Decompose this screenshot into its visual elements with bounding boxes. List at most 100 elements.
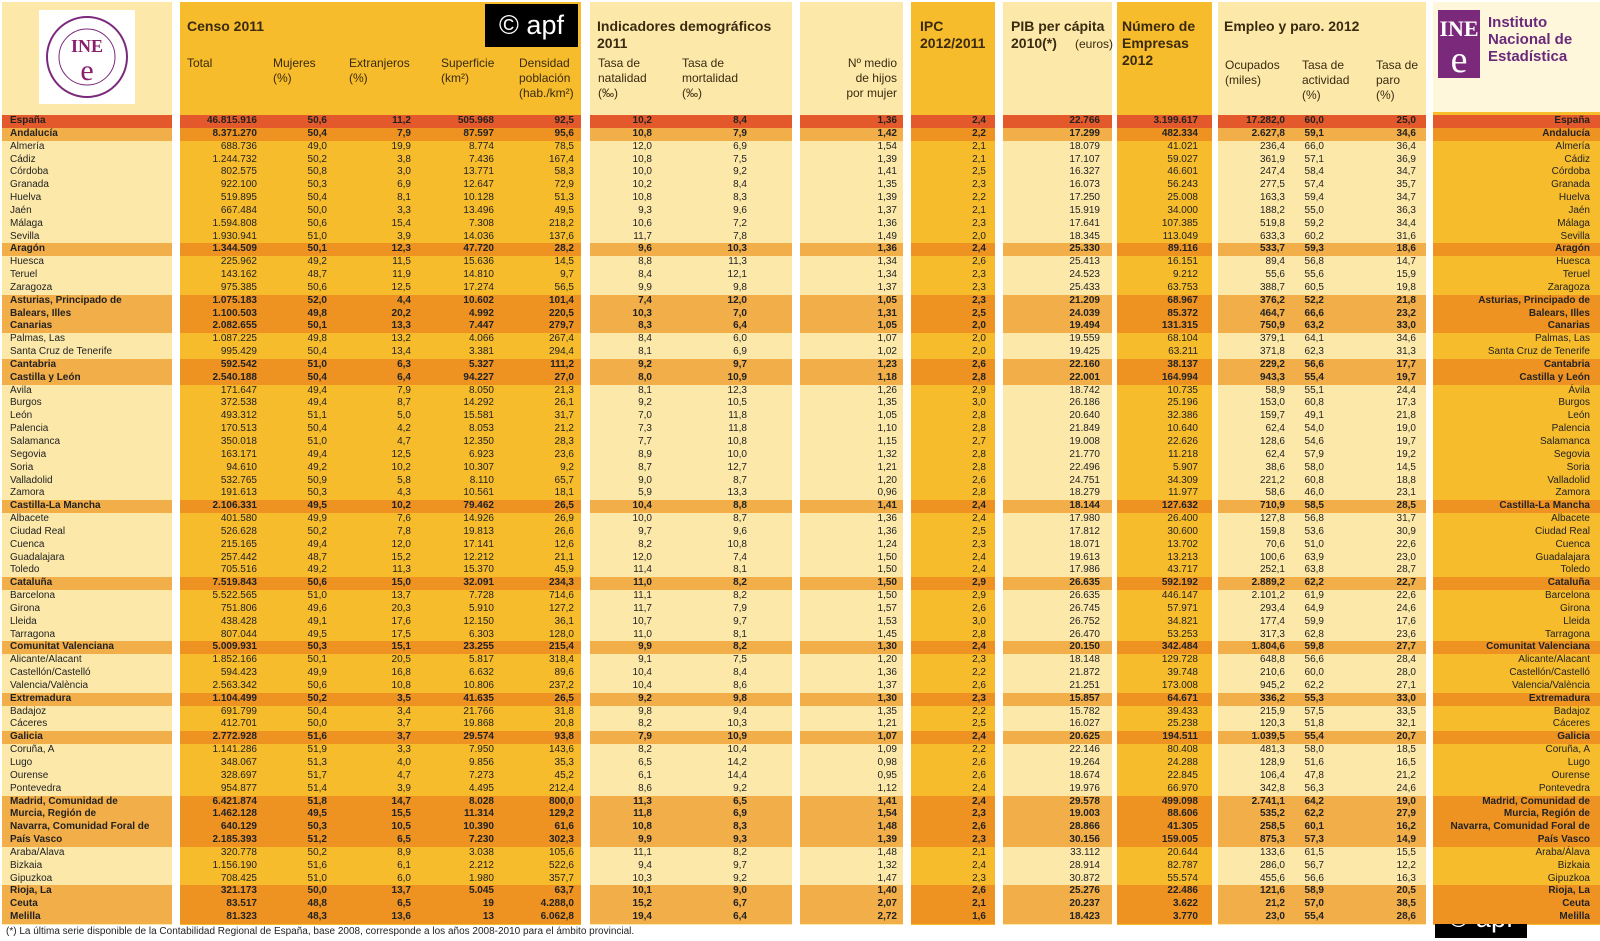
cell-value: 1,21 (877, 461, 897, 473)
row-name-right: Castellón/Castelló (1509, 667, 1590, 679)
cell-value: 7,4 (733, 551, 747, 563)
cell-value: 55,4 (1304, 911, 1324, 923)
cell-value: 63,7 (554, 885, 574, 897)
cell-value: 11.314 (463, 808, 494, 820)
cell-value: 13,7 (391, 885, 411, 897)
row-highlight (1433, 294, 1600, 308)
cell-value: 328.697 (220, 769, 257, 781)
row-highlight (800, 358, 903, 372)
row-name-right: Extremadura (1528, 692, 1590, 704)
cell-value: 51,0 (307, 872, 327, 884)
cell-value: 9.212 (1172, 269, 1198, 281)
column-header: Superficie (km²) (441, 56, 495, 85)
cell-value: 24.039 (1069, 307, 1100, 319)
cell-value: 802.575 (220, 166, 257, 178)
cell-value: 19.264 (1069, 757, 1100, 768)
cell-value: 51,8 (307, 795, 327, 807)
row-highlight (1003, 127, 1112, 141)
cell-value: 45,2 (554, 769, 574, 781)
row-name: Castilla y León (10, 371, 81, 383)
cell-value: 7.436 (468, 153, 494, 165)
cell-value: 26.400 (1167, 513, 1198, 525)
cell-value: 1,39 (877, 834, 897, 846)
cell-value: 633,3 (1259, 230, 1285, 242)
logo-e: e (80, 54, 93, 87)
cell-value: 2.185.393 (212, 834, 258, 846)
cell-value: 2,9 (972, 384, 986, 396)
cell-value: 3,0 (972, 397, 986, 409)
cell-value: 50,6 (307, 217, 327, 229)
cell-value: 49,1 (307, 615, 327, 627)
cell-value: 50,3 (307, 487, 327, 499)
row-highlight (1433, 320, 1600, 334)
cell-value: 2,8 (972, 487, 986, 499)
cell-value: 320.778 (220, 846, 257, 858)
cell-value: 61,6 (554, 821, 574, 833)
cell-value: 8,8 (638, 256, 652, 268)
cell-value: 15.919 (1069, 204, 1100, 216)
row-highlight (1117, 307, 1212, 321)
cell-value: 6,7 (733, 898, 747, 910)
cell-value: 279,7 (548, 320, 574, 332)
cell-value: 14,4 (727, 769, 747, 781)
row-highlight (590, 127, 792, 141)
cell-value: 19.868 (463, 718, 494, 730)
cell-value: 28,4 (1396, 654, 1416, 666)
cell-value: 667.484 (220, 204, 257, 216)
cell-value: 21.770 (1069, 448, 1100, 460)
cell-value: 9,2 (560, 461, 574, 473)
cell-value: 9,3 (638, 204, 652, 216)
cell-value: 1.462.128 (212, 808, 258, 820)
cell-value: 49,5 (307, 628, 327, 640)
row-name-right: Soria (1566, 461, 1590, 473)
row-highlight (1117, 115, 1212, 128)
cell-value: 68.967 (1167, 294, 1198, 306)
cell-value: 12,0 (632, 551, 652, 563)
row-highlight (1433, 307, 1600, 321)
row-highlight (1433, 834, 1600, 847)
row-highlight (1117, 577, 1212, 591)
cell-value: 21,2 (1265, 898, 1285, 910)
cell-value: 26.470 (1069, 628, 1100, 640)
cell-value: 36,3 (1396, 204, 1416, 216)
cell-value: 23,0 (1265, 911, 1285, 923)
cell-value: 1,41 (877, 500, 897, 512)
cell-value: 89,4 (1265, 256, 1285, 268)
row-name-right: Gipuzkoa (1547, 872, 1590, 884)
cell-value: 2,9 (972, 577, 986, 589)
row-name: Pontevedra (10, 782, 62, 794)
cell-value: 58,3 (554, 166, 574, 178)
row-name-right: Lleida (1563, 615, 1590, 627)
cell-value: 648,8 (1259, 654, 1285, 666)
cell-value: 23.255 (463, 641, 494, 653)
cell-value: 21.251 (1069, 679, 1100, 691)
cell-value: 15,1 (391, 641, 411, 653)
row-highlight (1433, 243, 1600, 257)
cell-value: 807.044 (220, 628, 257, 640)
cell-value: 3,8 (397, 153, 411, 165)
cell-value: 51,0 (307, 590, 327, 602)
row-highlight (1218, 731, 1426, 745)
cell-value: 23,6 (554, 448, 574, 460)
cell-value: 49,8 (307, 333, 327, 345)
cell-value: 50,6 (307, 577, 327, 589)
cell-value: 43.717 (1167, 564, 1198, 576)
cell-value: 3,7 (397, 731, 411, 743)
row-highlight (1003, 500, 1112, 513)
cell-value: 11,3 (728, 256, 747, 268)
cell-value: 2,0 (972, 346, 986, 358)
cell-value: 49,4 (307, 384, 327, 396)
row-highlight (911, 127, 995, 141)
row-highlight (590, 577, 792, 591)
row-highlight (2, 898, 172, 912)
row-highlight (180, 500, 581, 513)
cell-value: 15,0 (391, 577, 411, 589)
cell-value: 16.327 (1069, 166, 1100, 178)
cell-value: 10.735 (1167, 384, 1198, 396)
cell-value: 2,3 (972, 834, 986, 846)
group-header: PIB per cápita 2010(*) (1011, 18, 1105, 51)
cell-value: 1.852.166 (212, 654, 258, 666)
cell-value: 4,4 (397, 294, 411, 306)
row-highlight (911, 911, 995, 924)
cell-value: 50,2 (307, 692, 327, 704)
